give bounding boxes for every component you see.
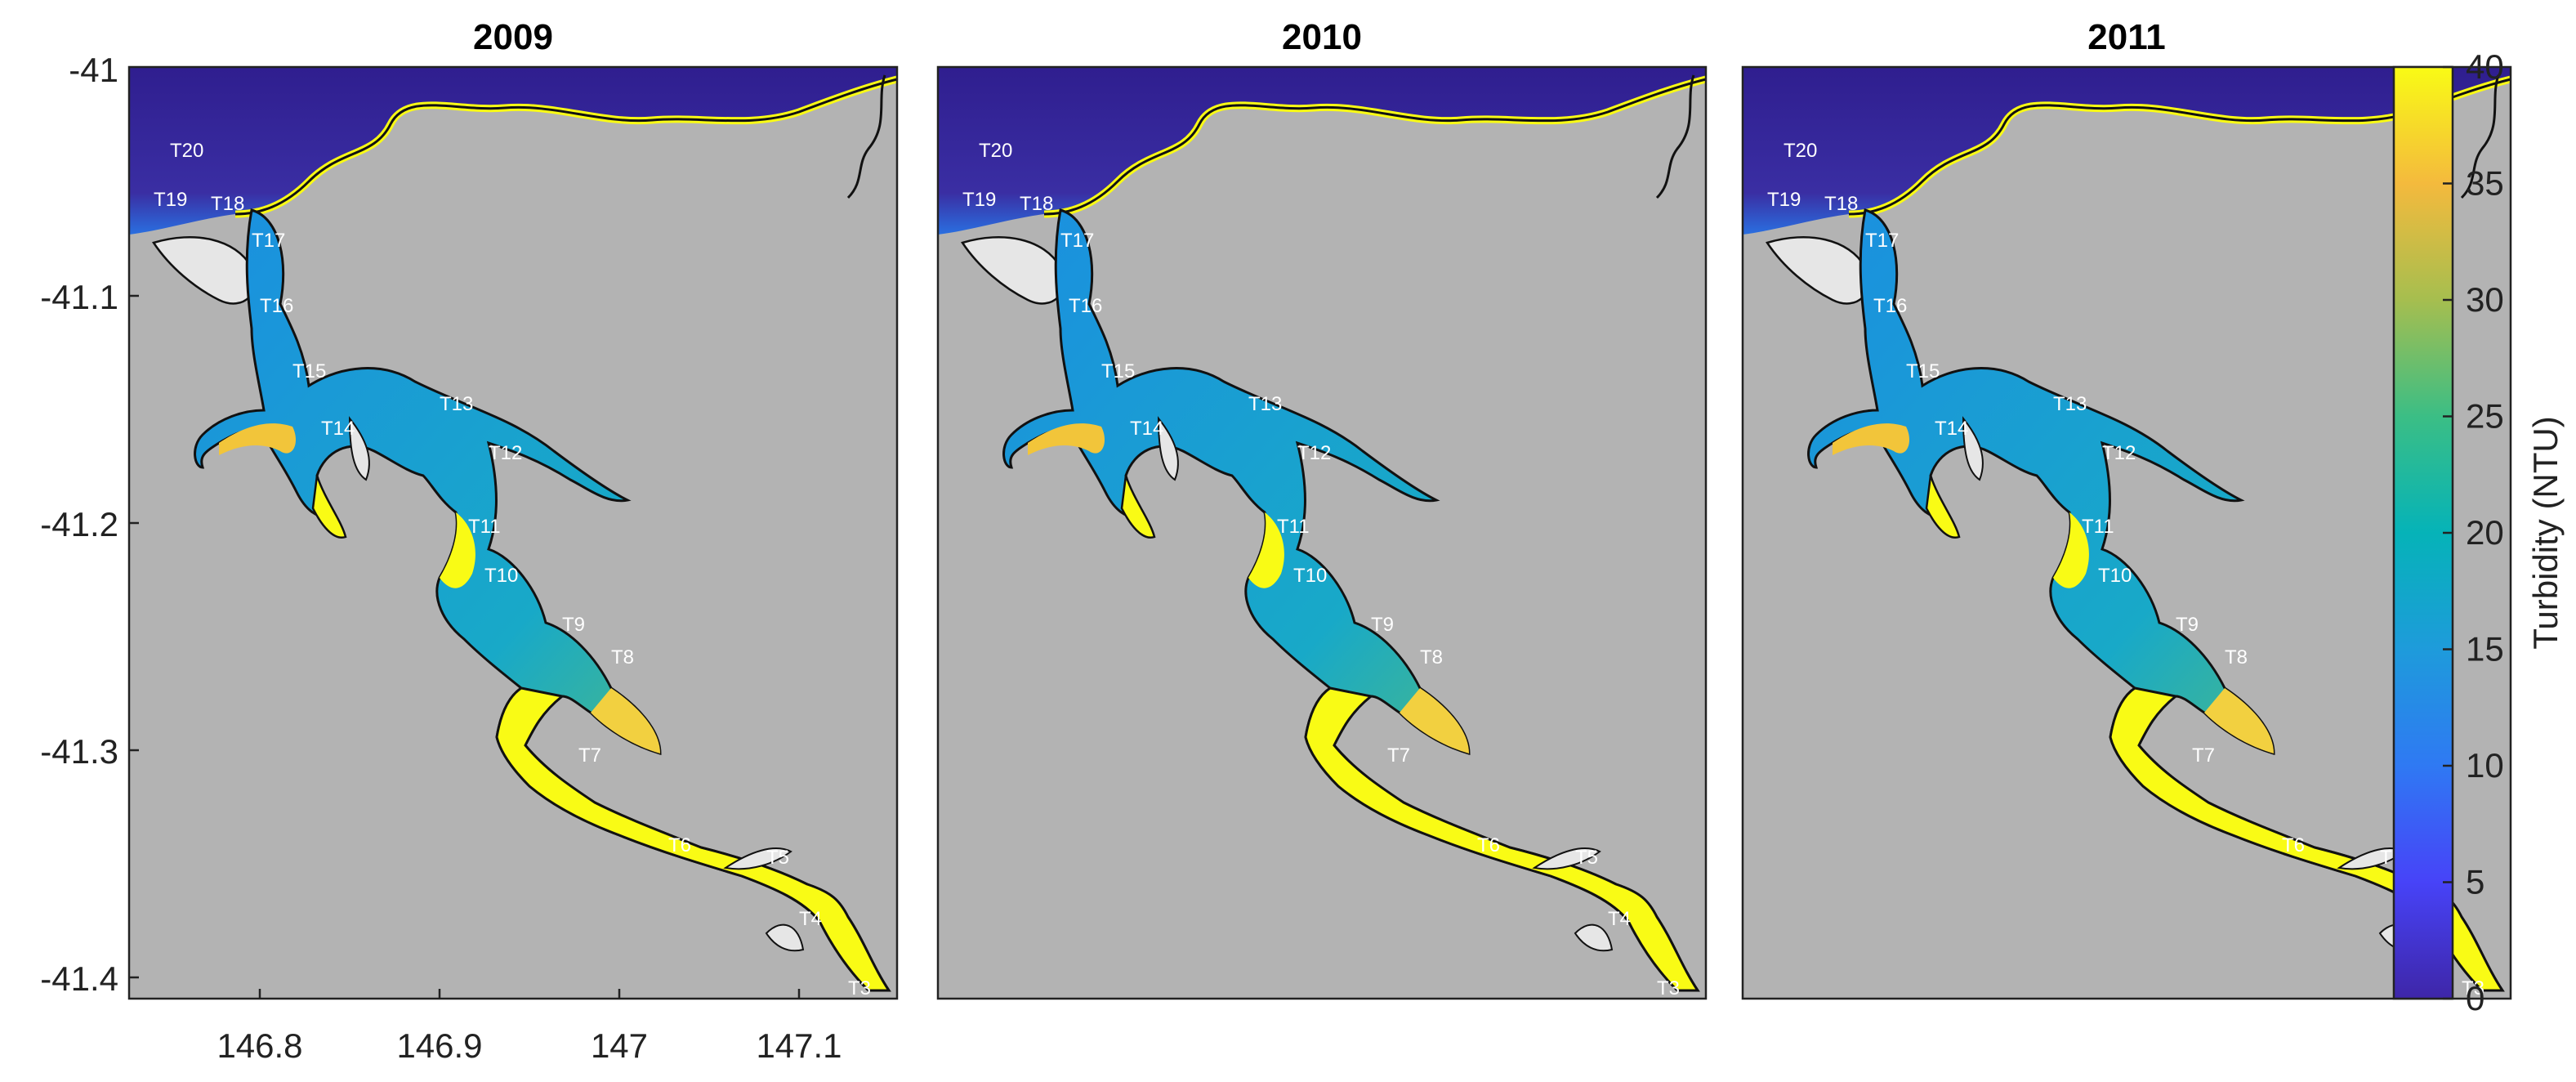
colorbar: 0 5 10 15 20 25 30 35 40 Turbidity (NTU) [2392, 47, 2565, 1017]
colorbar-tick-label: 40 [2466, 47, 2504, 86]
site-label-t12: T12 [2102, 442, 2136, 464]
site-label-t9: T9 [1371, 614, 1394, 636]
site-label-t11: T11 [2082, 516, 2114, 538]
site-label-t6: T6 [1477, 834, 1500, 856]
site-label-t15: T15 [1906, 360, 1940, 382]
colorbar-tick-label: 5 [2466, 863, 2484, 901]
colorbar-label: Turbidity (NTU) [2526, 416, 2565, 649]
site-label-t12: T12 [489, 442, 522, 464]
x-tick-label: 147 [591, 1026, 648, 1065]
y-tick-label: -41 [69, 51, 118, 89]
site-label-t7: T7 [578, 744, 601, 767]
site-label-t14: T14 [1130, 418, 1163, 440]
y-tick-label: -41.3 [40, 732, 118, 771]
y-tick-label: -41.4 [40, 959, 118, 998]
site-label-t16: T16 [1069, 295, 1102, 317]
site-label-t15: T15 [1101, 360, 1135, 382]
x-tick-label: 146.8 [217, 1026, 302, 1065]
colorbar-tick-label: 20 [2466, 513, 2504, 552]
site-label-t5: T5 [1575, 847, 1598, 869]
site-label-t8: T8 [611, 646, 634, 668]
panel-title-2011: 2011 [2087, 17, 2165, 57]
site-label-t10: T10 [484, 565, 518, 587]
site-label-t3: T3 [1657, 977, 1680, 999]
site-label-t7: T7 [1387, 744, 1410, 767]
site-label-t13: T13 [440, 393, 473, 415]
panel-title-2009: 2009 [473, 17, 553, 57]
x-tick-label: 147.1 [756, 1026, 842, 1065]
y-tick-label: -41.1 [40, 278, 118, 316]
colorbar-tick-label: 35 [2466, 164, 2504, 203]
colorbar-tick-label: 10 [2466, 746, 2504, 785]
site-label-t16: T16 [260, 295, 293, 317]
site-labels: T20 T19 T18 T17 T16 T15 T14 T13 T12 T11 T10 T9 T8 T7 T… [154, 140, 2484, 999]
site-label-t19: T19 [154, 189, 187, 211]
site-label-t18: T18 [1824, 193, 1858, 215]
site-label-t14: T14 [1935, 418, 1968, 440]
x-tick-label: 146.9 [396, 1026, 482, 1065]
site-label-t17: T17 [1865, 230, 1899, 252]
site-label-t9: T9 [2176, 614, 2199, 636]
site-label-t7: T7 [2192, 744, 2215, 767]
site-label-t20: T20 [1784, 140, 1817, 162]
site-label-t5: T5 [766, 847, 789, 869]
site-label-t3: T3 [2462, 977, 2484, 999]
site-label-t20: T20 [979, 140, 1012, 162]
site-label-t4: T4 [1608, 908, 1631, 930]
site-label-t12: T12 [1297, 442, 1331, 464]
site-label-t13: T13 [1248, 393, 1282, 415]
site-label-t17: T17 [252, 230, 285, 252]
site-label-t19: T19 [962, 189, 996, 211]
site-label-t14: T14 [321, 418, 355, 440]
y-axis: -41 -41.1 -41.2 -41.3 -41.4 [40, 51, 139, 998]
site-label-t10: T10 [1293, 565, 1327, 587]
site-label-t6: T6 [2282, 834, 2305, 856]
site-label-t20: T20 [170, 140, 203, 162]
site-label-t11: T11 [468, 516, 501, 538]
site-label-t15: T15 [292, 360, 326, 382]
site-label-t17: T17 [1060, 230, 1094, 252]
site-label-t13: T13 [2053, 393, 2087, 415]
y-tick-label: -41.2 [40, 505, 118, 543]
colorbar-tick-label: 0 [2466, 979, 2484, 1017]
site-label-t8: T8 [2225, 646, 2248, 668]
site-label-t4: T4 [799, 908, 822, 930]
colorbar-tick-label: 15 [2466, 630, 2504, 668]
colorbar-tick-label: 30 [2466, 280, 2504, 319]
site-label-t10: T10 [2098, 565, 2132, 587]
site-label-t9: T9 [562, 614, 585, 636]
site-label-t11: T11 [1277, 516, 1310, 538]
site-label-t19: T19 [1767, 189, 1801, 211]
site-label-t18: T18 [211, 193, 244, 215]
site-label-t6: T6 [668, 834, 691, 856]
site-label-t18: T18 [1020, 193, 1053, 215]
x-axis: 146.8 146.9 147 147.1 [217, 989, 842, 1065]
site-label-t3: T3 [848, 977, 871, 999]
site-label-t8: T8 [1420, 646, 1443, 668]
site-label-t16: T16 [1873, 295, 1907, 317]
colorbar-tick-label: 25 [2466, 397, 2504, 436]
panel-title-2010: 2010 [1282, 17, 1362, 57]
